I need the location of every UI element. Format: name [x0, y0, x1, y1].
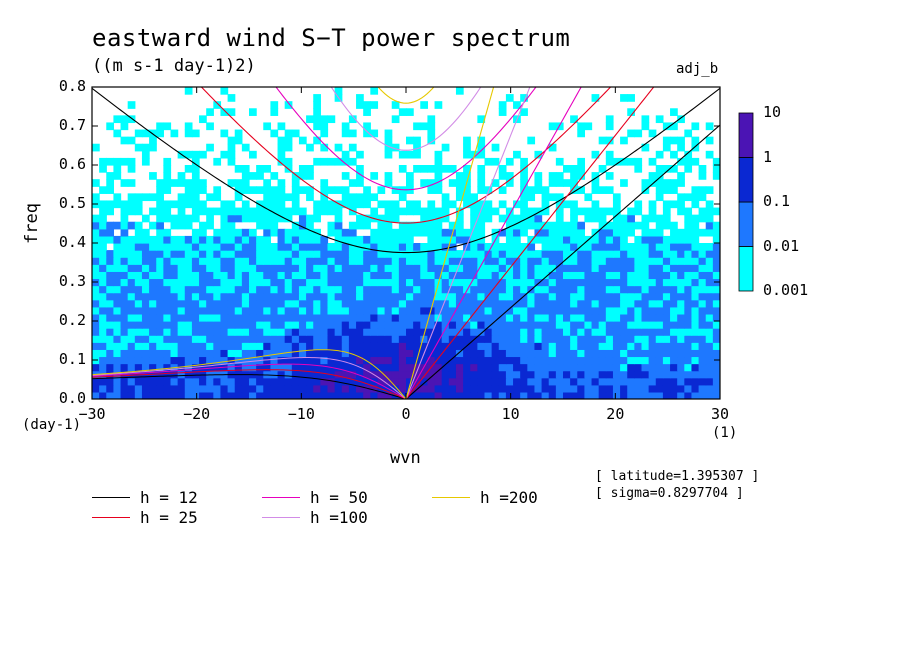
legend-swatch — [432, 497, 470, 498]
colorbar-label: 0.1 — [763, 192, 791, 210]
gravity-curve-h25 — [200, 87, 612, 224]
gravity-curve-h200 — [377, 87, 435, 104]
kelvin-curve-h200 — [405, 87, 495, 399]
y-axis-unit: (day-1) — [22, 417, 82, 433]
legend-label: h = 50 — [310, 488, 368, 507]
kelvin-curve-h12 — [405, 124, 720, 399]
colorbar-label: 10 — [763, 103, 782, 121]
x-tick-label: 30 — [710, 405, 730, 423]
legend-label: h =100 — [310, 508, 368, 527]
y-tick-label: 0.1 — [58, 350, 86, 368]
gravity-curve-h12 — [92, 87, 720, 254]
rossby-curve-h100 — [92, 357, 407, 399]
legend-swatch — [92, 497, 130, 498]
dispersion-curves — [92, 87, 720, 399]
legend-label: h = 12 — [140, 488, 198, 507]
legend-label: h = 25 — [140, 508, 198, 527]
y-tick-label: 0.4 — [58, 233, 86, 251]
legend-label: h =200 — [480, 488, 538, 507]
chart-title: eastward wind S−T power spectrum — [92, 24, 571, 52]
x-tick-label: −30 — [78, 405, 106, 423]
rossby-curve-h50 — [92, 363, 407, 399]
y-tick-label: 0.7 — [58, 116, 86, 134]
rossby-curve-h25 — [92, 369, 407, 399]
kelvin-curve-h50 — [405, 87, 582, 399]
colorbar-box — [738, 201, 754, 247]
rossby-curve-h200 — [92, 349, 407, 399]
gravity-curve-h100 — [330, 87, 482, 151]
gravity-curve-h50 — [275, 87, 537, 191]
experiment-tag: adj_b — [676, 61, 719, 77]
colorbar-box — [738, 246, 754, 292]
x-axis-unit: (1) — [712, 425, 738, 441]
x-axis-label: wvn — [390, 448, 421, 468]
y-tick-label: 0.3 — [58, 272, 86, 290]
sigma-info: [ sigma=0.8297704 ] — [595, 486, 744, 501]
chart-units: ((m s-1 day-1)2) — [92, 56, 256, 76]
legend-swatch — [262, 497, 300, 498]
legend-swatch — [262, 517, 300, 518]
legend-swatch — [92, 517, 130, 518]
colorbar-label: 0.001 — [763, 281, 809, 299]
y-tick-label: 0.5 — [58, 194, 86, 212]
x-tick-label: 20 — [606, 405, 625, 423]
kelvin-curve-h25 — [405, 87, 655, 399]
colorbar-box — [738, 157, 754, 203]
colorbar-label: 1 — [763, 147, 773, 166]
y-tick-label: 0.2 — [58, 311, 86, 329]
colorbar-box — [738, 112, 754, 158]
colorbar-label: 0.01 — [763, 236, 800, 255]
y-tick-label: 0.8 — [58, 77, 86, 95]
y-tick-label: 0.6 — [58, 155, 86, 173]
x-tick-label: 10 — [501, 405, 520, 423]
kelvin-curve-h100 — [405, 87, 531, 399]
x-tick-label: −20 — [183, 405, 211, 423]
rossby-curve-h12 — [92, 374, 407, 399]
x-tick-label: −10 — [287, 405, 315, 423]
x-tick-label: 0 — [401, 405, 411, 423]
y-tick-label: 0.0 — [58, 389, 86, 407]
latitude-info: [ latitude=1.395307 ] — [595, 469, 760, 484]
heatmap-field — [92, 87, 720, 399]
